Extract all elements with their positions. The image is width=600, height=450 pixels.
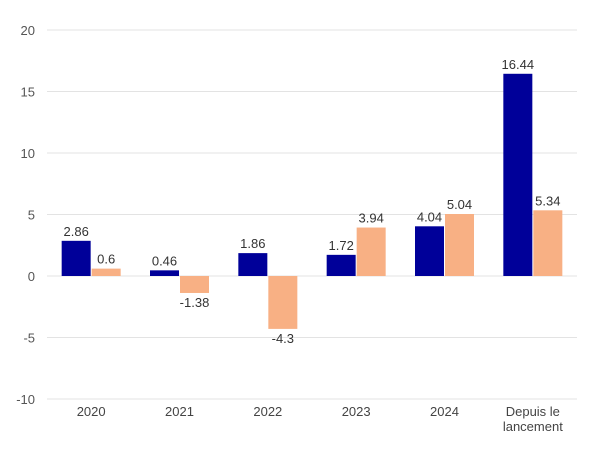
y-tick-label: 5 xyxy=(28,208,35,223)
x-tick-label: lancement xyxy=(503,419,563,434)
data-label: 5.04 xyxy=(447,197,472,212)
y-tick-label: 20 xyxy=(21,23,35,38)
data-label: 5.34 xyxy=(535,193,560,208)
data-label: 1.72 xyxy=(329,238,354,253)
bar-series-1 xyxy=(238,253,268,276)
y-tick-label: 15 xyxy=(21,85,35,100)
bar-series-1 xyxy=(415,226,444,276)
bar-series-2 xyxy=(445,214,474,276)
data-label: -1.38 xyxy=(180,295,210,310)
data-label: 16.44 xyxy=(502,57,535,72)
bar-series-2 xyxy=(268,276,298,329)
y-tick-label: -5 xyxy=(23,331,35,346)
bar-series-2 xyxy=(533,210,563,276)
bar-series-2 xyxy=(180,276,209,293)
data-label: 3.94 xyxy=(359,211,384,226)
x-tick-label: 2023 xyxy=(342,404,371,419)
bar-series-2 xyxy=(91,268,121,276)
x-tick-label: 2022 xyxy=(253,404,282,419)
y-tick-label: 0 xyxy=(28,269,35,284)
bar-series-1 xyxy=(326,254,356,276)
y-tick-label: 10 xyxy=(21,146,35,161)
data-label: 2.86 xyxy=(64,224,89,239)
x-tick-label: 2020 xyxy=(77,404,106,419)
x-tick-label: 2021 xyxy=(165,404,194,419)
bar-series-1 xyxy=(150,270,179,276)
bar-series-2 xyxy=(356,227,386,276)
data-label: 0.6 xyxy=(97,252,115,267)
bar-series-1 xyxy=(503,73,533,277)
data-label: 1.86 xyxy=(240,236,265,251)
data-label: 0.46 xyxy=(152,253,177,268)
x-tick-label: Depuis le xyxy=(506,404,560,419)
data-label: -4.3 xyxy=(272,331,294,346)
bar-series-1 xyxy=(61,240,91,276)
y-tick-label: -10 xyxy=(16,392,35,407)
x-tick-label: 2024 xyxy=(430,404,459,419)
data-label: 4.04 xyxy=(417,209,442,224)
